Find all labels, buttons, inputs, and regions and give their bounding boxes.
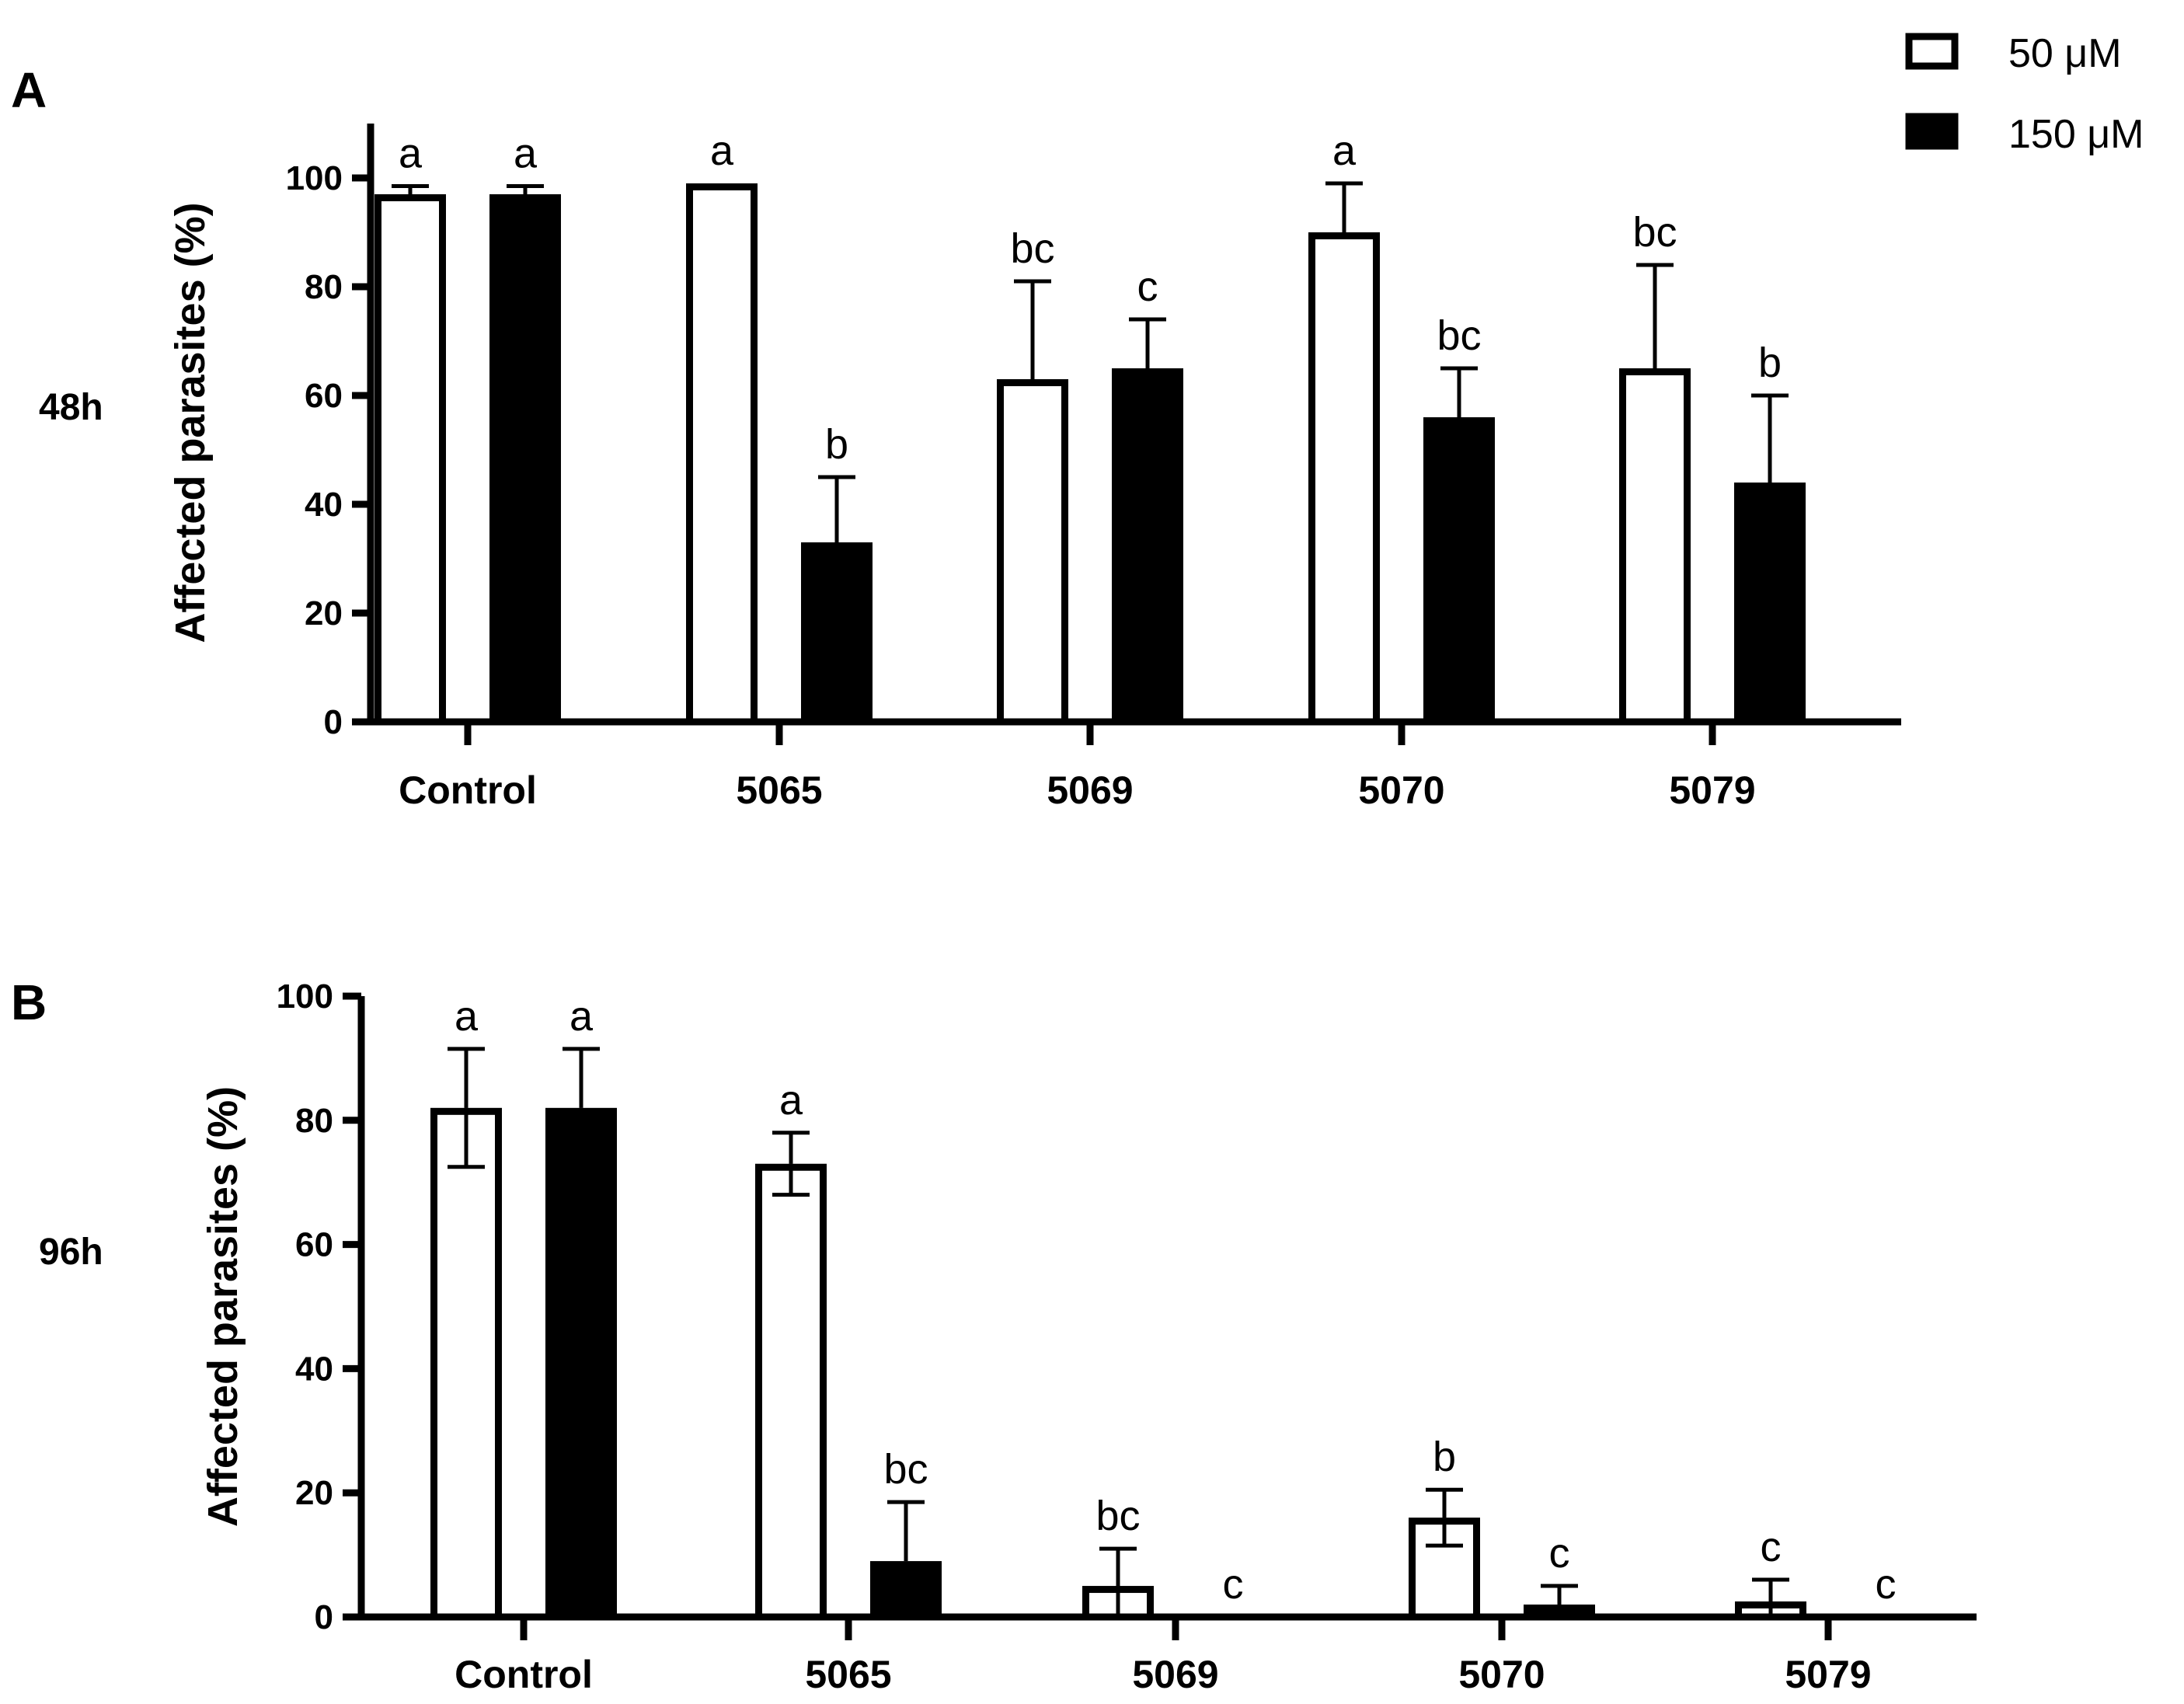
chart-panel-a: 0 20 40 60 80 100 Affected parasites (%) Contro… <box>167 124 1901 812</box>
significance-letter: b <box>1433 1434 1456 1480</box>
bar-50um <box>997 379 1068 726</box>
bar-50um <box>1308 232 1380 726</box>
legend: 50 μM 150 μM <box>1905 31 2144 157</box>
bar-150um <box>489 194 561 722</box>
panel-letter-b: B <box>11 974 47 1030</box>
significance-letter: a <box>399 131 423 177</box>
x-tick-label: 5069 <box>1132 1653 1218 1696</box>
x-tick-label: 5079 <box>1785 1653 1871 1696</box>
significance-letter: bc <box>883 1446 928 1493</box>
bar-150um <box>870 1561 942 1617</box>
x-tick-label: 5069 <box>1047 768 1133 812</box>
bar-150um <box>801 542 873 722</box>
significance-letter: a <box>1332 127 1357 174</box>
y-axis-title-a: Affected parasites (%) <box>167 202 214 643</box>
legend-label-50um: 50 μM <box>2008 31 2122 76</box>
legend-swatch-50um <box>1905 33 1959 70</box>
bar-150um <box>1423 417 1495 722</box>
bar-50um <box>686 183 758 726</box>
significance-letter: bc <box>1010 225 1054 272</box>
y-tick-label: 80 <box>295 1102 333 1140</box>
bar-50um <box>755 1163 827 1621</box>
y-tick-label: 40 <box>295 1350 333 1388</box>
bar-150um <box>1734 483 1806 722</box>
chart-panel-b: 0 20 40 60 80 100 Affected parasites (%) Contro… <box>200 977 1977 1696</box>
time-label-96h: 96h <box>39 1232 103 1273</box>
significance-letter: c <box>1549 1530 1570 1577</box>
bar-50um <box>374 194 446 726</box>
bar-150um <box>1112 368 1183 722</box>
y-tick-label: 100 <box>277 977 333 1016</box>
time-label-48h: 48h <box>39 387 103 428</box>
x-tick-label: 5070 <box>1358 768 1444 812</box>
significance-letter: bc <box>1632 209 1677 256</box>
x-tick-label: Control <box>455 1653 593 1696</box>
significance-letter: bc <box>1437 312 1481 359</box>
significance-letter: a <box>455 993 479 1040</box>
x-tick-label: 5079 <box>1669 768 1755 812</box>
significance-letter: a <box>570 993 594 1040</box>
significance-letter: c <box>1223 1561 1244 1608</box>
legend-swatch-150um <box>1905 113 1959 150</box>
x-tick-label: Control <box>399 768 537 812</box>
y-tick-label: 0 <box>315 1598 333 1636</box>
y-tick-label: 20 <box>305 594 343 632</box>
legend-label-150um: 150 μM <box>2008 112 2144 157</box>
significance-letter: c <box>1876 1561 1897 1608</box>
bar-150um <box>1524 1605 1595 1617</box>
bar-150um <box>545 1107 617 1617</box>
significance-letter: b <box>825 421 848 468</box>
y-tick-label: 60 <box>305 377 343 415</box>
panel-letter-a: A <box>11 62 47 118</box>
x-tick-label: 5070 <box>1458 1653 1545 1696</box>
bar-50um <box>1619 368 1691 726</box>
y-tick-label: 80 <box>305 268 343 306</box>
y-tick-label: 0 <box>324 703 343 741</box>
significance-letter: c <box>1137 263 1158 310</box>
significance-letter: c <box>1761 1524 1782 1570</box>
significance-letter: bc <box>1095 1493 1140 1539</box>
y-tick-label: 100 <box>286 159 343 197</box>
significance-letter: a <box>710 127 734 174</box>
y-tick-label: 60 <box>295 1226 333 1264</box>
y-axis-title-b: Affected parasites (%) <box>200 1086 246 1527</box>
y-tick-label: 20 <box>295 1474 333 1512</box>
bar-50um <box>430 1107 502 1621</box>
x-tick-label: 5065 <box>805 1653 891 1696</box>
significance-letter: b <box>1758 340 1782 386</box>
x-tick-label: 5065 <box>736 768 822 812</box>
significance-letter: a <box>779 1077 803 1124</box>
significance-letter: a <box>514 131 538 177</box>
y-tick-label: 40 <box>305 486 343 524</box>
